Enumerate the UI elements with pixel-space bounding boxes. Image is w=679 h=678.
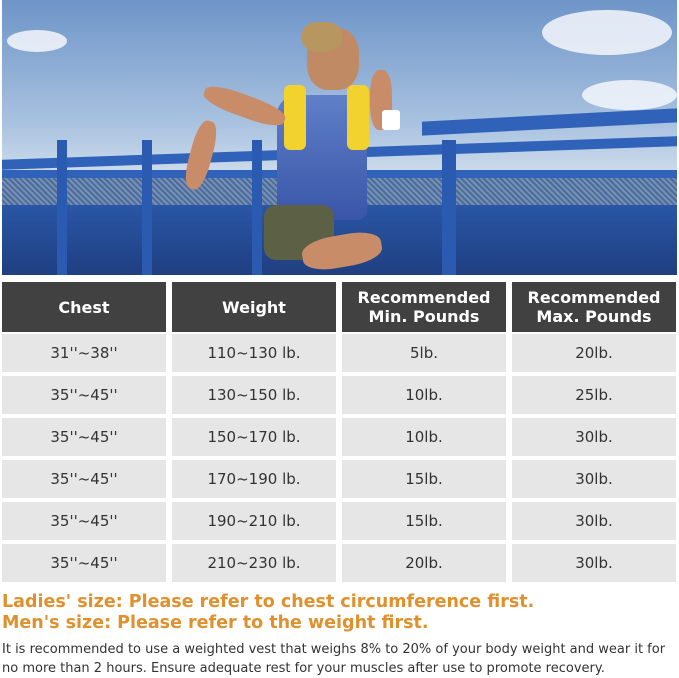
header-min-pounds: Recommended Min. Pounds	[342, 282, 506, 332]
header-weight: Weight	[172, 282, 336, 332]
cell-min-pounds: 15lb.	[342, 502, 506, 540]
cell-min-pounds: 15lb.	[342, 460, 506, 498]
recommendation-text: It is recommended to use a weighted vest…	[2, 642, 666, 676]
mens-size-note: Men's size: Please refer to the weight f…	[2, 613, 429, 633]
product-photo-woman-running-weighted-vest	[2, 0, 677, 275]
cell-chest: 35''~45''	[2, 418, 166, 456]
cell-max-pounds: 30lb.	[512, 544, 676, 582]
cell-min-pounds: 10lb.	[342, 418, 506, 456]
cell-max-pounds: 25lb.	[512, 376, 676, 414]
cell-min-pounds: 20lb.	[342, 544, 506, 582]
cell-max-pounds: 30lb.	[512, 418, 676, 456]
cell-weight: 210~230 lb.	[172, 544, 336, 582]
cell-min-pounds: 5lb.	[342, 334, 506, 372]
cell-weight: 150~170 lb.	[172, 418, 336, 456]
cell-weight: 170~190 lb.	[172, 460, 336, 498]
cell-max-pounds: 30lb.	[512, 460, 676, 498]
cell-chest: 35''~45''	[2, 544, 166, 582]
cell-chest: 31''~38''	[2, 334, 166, 372]
cell-weight: 110~130 lb.	[172, 334, 336, 372]
cell-min-pounds: 10lb.	[342, 376, 506, 414]
cell-chest: 35''~45''	[2, 502, 166, 540]
cell-chest: 35''~45''	[2, 376, 166, 414]
cell-weight: 190~210 lb.	[172, 502, 336, 540]
cell-weight: 130~150 lb.	[172, 376, 336, 414]
cell-max-pounds: 30lb.	[512, 502, 676, 540]
header-max-pounds: Recommended Max. Pounds	[512, 282, 676, 332]
cell-max-pounds: 20lb.	[512, 334, 676, 372]
header-chest: Chest	[2, 282, 166, 332]
ladies-size-note: Ladies' size: Please refer to chest circ…	[2, 592, 535, 612]
cell-chest: 35''~45''	[2, 460, 166, 498]
